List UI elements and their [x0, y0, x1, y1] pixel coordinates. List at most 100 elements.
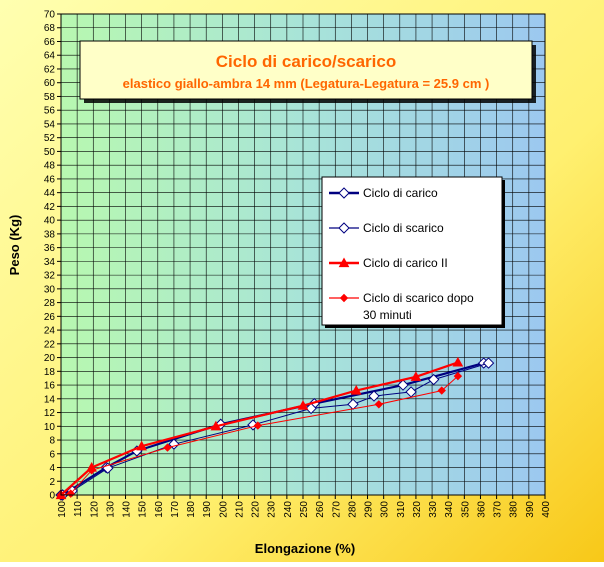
- series-line: [60, 361, 459, 496]
- y-tick-label: 26: [44, 312, 56, 323]
- x-tick-label: 220: [251, 501, 262, 518]
- data-point: [338, 222, 350, 234]
- y-tick-label: 4: [49, 463, 55, 474]
- chart-subtitle: elastico giallo-ambra 14 mm (Legatura-Le…: [123, 76, 490, 91]
- y-tick-label: 30: [44, 284, 56, 295]
- x-tick-label: 330: [428, 501, 439, 518]
- data-point: [482, 357, 495, 369]
- data-point: [136, 440, 148, 451]
- x-tick-label: 370: [493, 501, 504, 518]
- y-tick-label: 20: [44, 353, 56, 364]
- y-tick-label: 10: [44, 422, 56, 433]
- y-axis-ticks: 0246810121416182022242628303234363840424…: [44, 10, 61, 502]
- y-tick-label: 0: [49, 491, 55, 502]
- series-layer: [55, 356, 495, 501]
- data-point: [338, 187, 350, 199]
- legend-label: 30 minuti: [363, 308, 412, 322]
- y-tick-label: 38: [44, 229, 56, 240]
- data-point: [410, 371, 422, 381]
- x-tick-label: 170: [170, 501, 181, 518]
- x-tick-label: 300: [380, 501, 391, 518]
- plot-border: [60, 13, 546, 496]
- x-tick-label: 360: [476, 501, 487, 518]
- y-tick-label: 54: [44, 119, 56, 130]
- x-tick-label: 210: [234, 501, 245, 518]
- y-tick-label: 46: [44, 174, 56, 185]
- legend-item-1: Ciclo di carico: [329, 186, 438, 200]
- y-tick-label: 64: [44, 51, 56, 62]
- data-point: [87, 466, 96, 475]
- data-point: [427, 373, 440, 386]
- y-tick-label: 36: [44, 243, 56, 254]
- y-tick-label: 14: [44, 394, 56, 405]
- x-tick-label: 230: [267, 501, 278, 518]
- y-tick-label: 28: [44, 298, 56, 309]
- y-tick-label: 16: [44, 381, 56, 392]
- x-tick-label: 150: [138, 501, 149, 518]
- y-tick-label: 60: [44, 78, 56, 89]
- y-tick-label: 12: [44, 408, 56, 419]
- x-tick-label: 270: [331, 501, 342, 518]
- x-tick-label: 100: [57, 501, 68, 518]
- x-tick-label: 250: [299, 501, 310, 518]
- data-point: [452, 356, 464, 367]
- y-tick-label: 24: [44, 326, 56, 337]
- y-tick-label: 48: [44, 161, 56, 172]
- x-tick-label: 280: [347, 501, 358, 518]
- series-line: [60, 375, 459, 496]
- x-axis-ticks: 100 110 120 130 140 150 160 170 180 190 200 210 220 2…: [57, 495, 552, 518]
- data-point: [339, 293, 349, 303]
- y-tick-label: 34: [44, 257, 56, 268]
- x-tick-label: 290: [364, 501, 375, 518]
- y-tick-label: 66: [44, 37, 56, 48]
- data-point: [305, 402, 317, 415]
- data-point: [453, 371, 463, 381]
- x-tick-label: 350: [460, 501, 471, 518]
- legend-label: Ciclo di carico: [363, 186, 438, 200]
- data-point: [253, 421, 263, 430]
- y-tick-label: 32: [44, 271, 56, 282]
- x-tick-label: 400: [541, 501, 552, 518]
- y-tick-label: 68: [44, 23, 56, 34]
- data-point: [368, 390, 380, 402]
- data-point: [210, 420, 222, 431]
- x-tick-label: 140: [122, 501, 133, 518]
- y-tick-label: 6: [49, 449, 55, 460]
- x-tick-label: 120: [89, 501, 100, 518]
- x-tick-label: 310: [396, 501, 407, 518]
- data-point: [297, 400, 309, 410]
- y-tick-label: 22: [44, 339, 56, 350]
- x-axis-label: Elongazione (%): [255, 541, 355, 556]
- y-tick-label: 50: [44, 147, 56, 158]
- legend: Ciclo di carico Ciclo di scarico Ciclo di …: [321, 176, 505, 328]
- legend-label: Ciclo di scarico dopo: [363, 291, 474, 305]
- chart-title: Ciclo di carico/scarico: [216, 52, 396, 71]
- y-tick-label: 56: [44, 106, 56, 117]
- y-tick-label: 70: [44, 10, 56, 21]
- y-axis-label: Peso (Kg): [7, 215, 22, 276]
- data-point: [350, 385, 362, 395]
- x-tick-label: 110: [73, 501, 84, 517]
- y-tick-label: 62: [44, 64, 56, 75]
- x-tick-label: 130: [105, 501, 116, 518]
- data-point: [374, 400, 384, 409]
- y-tick-label: 42: [44, 202, 56, 213]
- x-tick-label: 320: [412, 501, 423, 518]
- y-tick-label: 58: [44, 92, 56, 103]
- x-tick-label: 180: [186, 501, 197, 518]
- data-point: [163, 443, 172, 452]
- y-tick-label: 40: [44, 216, 56, 227]
- data-point: [397, 379, 409, 391]
- x-tick-label: 240: [283, 501, 294, 518]
- y-tick-label: 44: [44, 188, 56, 199]
- y-tick-label: 52: [44, 133, 56, 144]
- title-box: Ciclo di carico/scarico elastico giallo-…: [79, 40, 536, 103]
- y-tick-label: 2: [49, 477, 55, 488]
- y-tick-label: 8: [49, 436, 55, 447]
- x-tick-label: 190: [202, 501, 213, 518]
- legend-item-2: Ciclo di scarico: [329, 221, 444, 235]
- x-tick-label: 380: [509, 501, 520, 518]
- x-tick-label: 260: [315, 501, 326, 518]
